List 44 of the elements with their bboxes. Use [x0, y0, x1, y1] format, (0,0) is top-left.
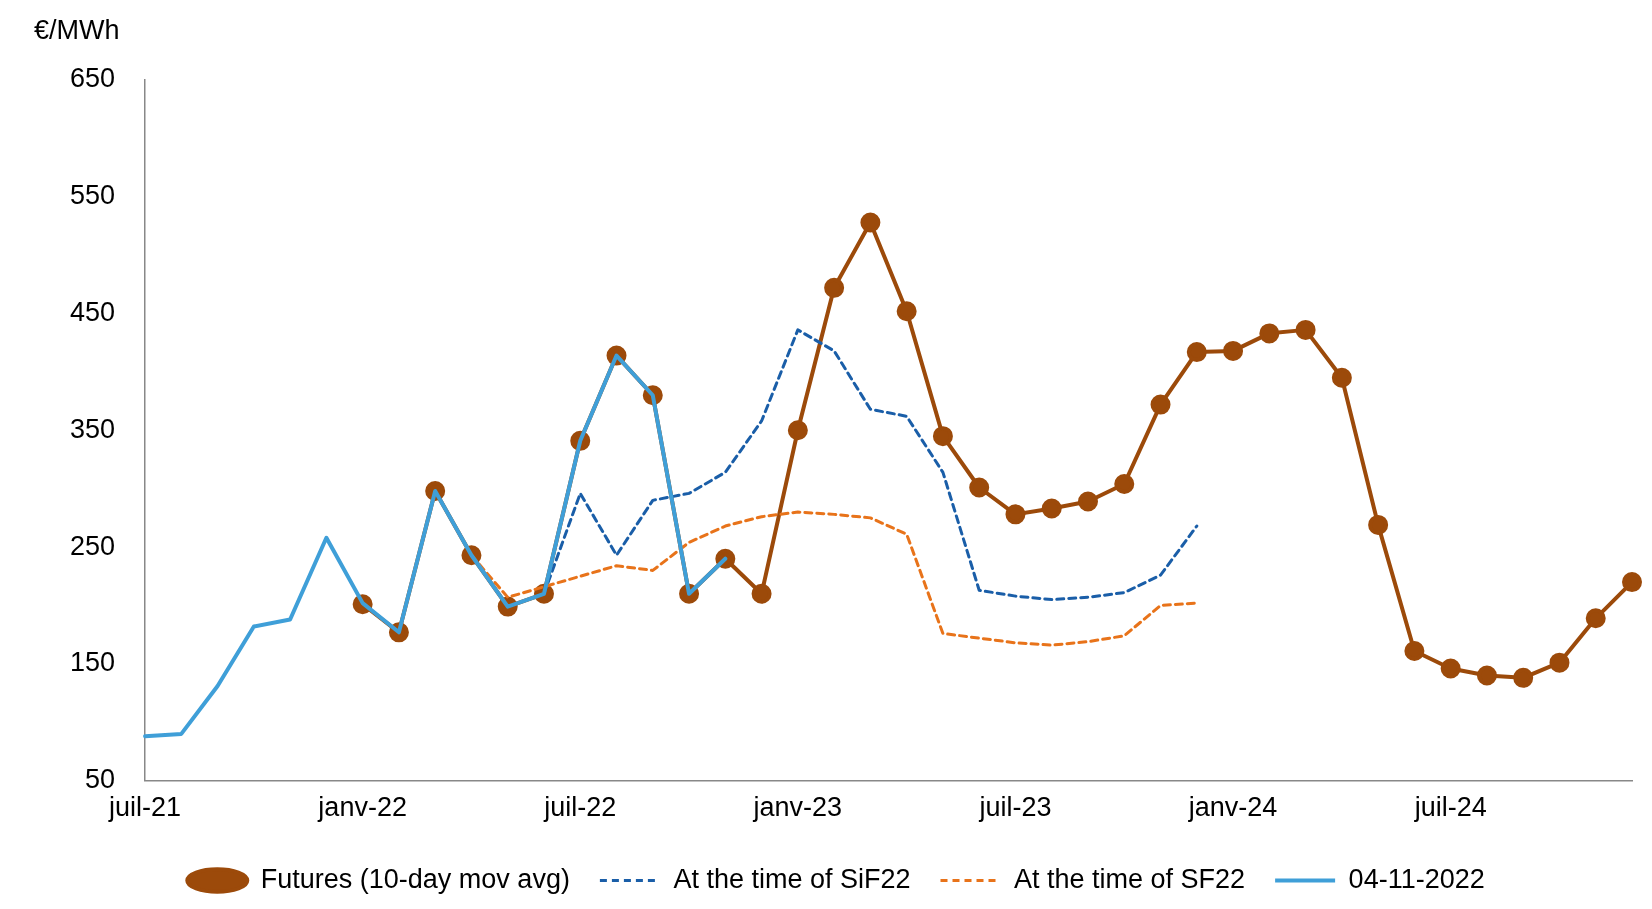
- y-tick-label: 150: [69, 647, 116, 678]
- legend-label: At the time of SiF22: [673, 863, 911, 894]
- y-axis-title: €/MWh: [34, 14, 120, 45]
- x-tick-label: juil-21: [108, 792, 182, 823]
- y-tick-label: 350: [69, 413, 116, 444]
- legend-label: Futures (10-day mov avg): [260, 863, 570, 894]
- point: [1404, 640, 1425, 661]
- y-tick-label: 50: [85, 764, 116, 795]
- legend-label: 04-11-2022: [1348, 863, 1485, 894]
- x-tick-label: juil-24: [1413, 792, 1487, 823]
- point: [1368, 514, 1389, 535]
- point: [1041, 498, 1062, 519]
- point: [824, 277, 845, 298]
- point: [1331, 367, 1352, 388]
- point: [932, 426, 953, 447]
- point: [751, 583, 772, 604]
- point: [1440, 658, 1461, 679]
- y-tick-label: 650: [69, 63, 116, 94]
- point: [1622, 572, 1642, 593]
- point: [896, 301, 917, 322]
- x-tick-label: janv-24: [1187, 792, 1278, 823]
- point: [1585, 608, 1606, 629]
- point: [787, 420, 808, 441]
- y-tick-label: 450: [69, 296, 116, 327]
- point: [1077, 491, 1098, 512]
- x-tick-label: juil-22: [543, 792, 617, 823]
- point: [1223, 340, 1244, 361]
- point: [1150, 394, 1171, 415]
- point: [1005, 504, 1026, 525]
- point: [1295, 319, 1316, 340]
- point: [1186, 342, 1207, 363]
- x-tick-label: janv-22: [317, 792, 407, 823]
- point: [860, 212, 881, 233]
- y-tick-label: 250: [69, 530, 116, 561]
- y-tick-label: 550: [69, 180, 116, 211]
- x-tick-label: janv-23: [752, 792, 843, 823]
- point: [1259, 323, 1280, 344]
- point: [1476, 665, 1497, 686]
- point: [969, 477, 990, 498]
- legend-label: At the time of SF22: [1014, 863, 1246, 894]
- point: [1114, 474, 1135, 495]
- point: [1549, 652, 1570, 673]
- point: [1513, 667, 1534, 688]
- x-tick-label: juil-23: [978, 792, 1052, 823]
